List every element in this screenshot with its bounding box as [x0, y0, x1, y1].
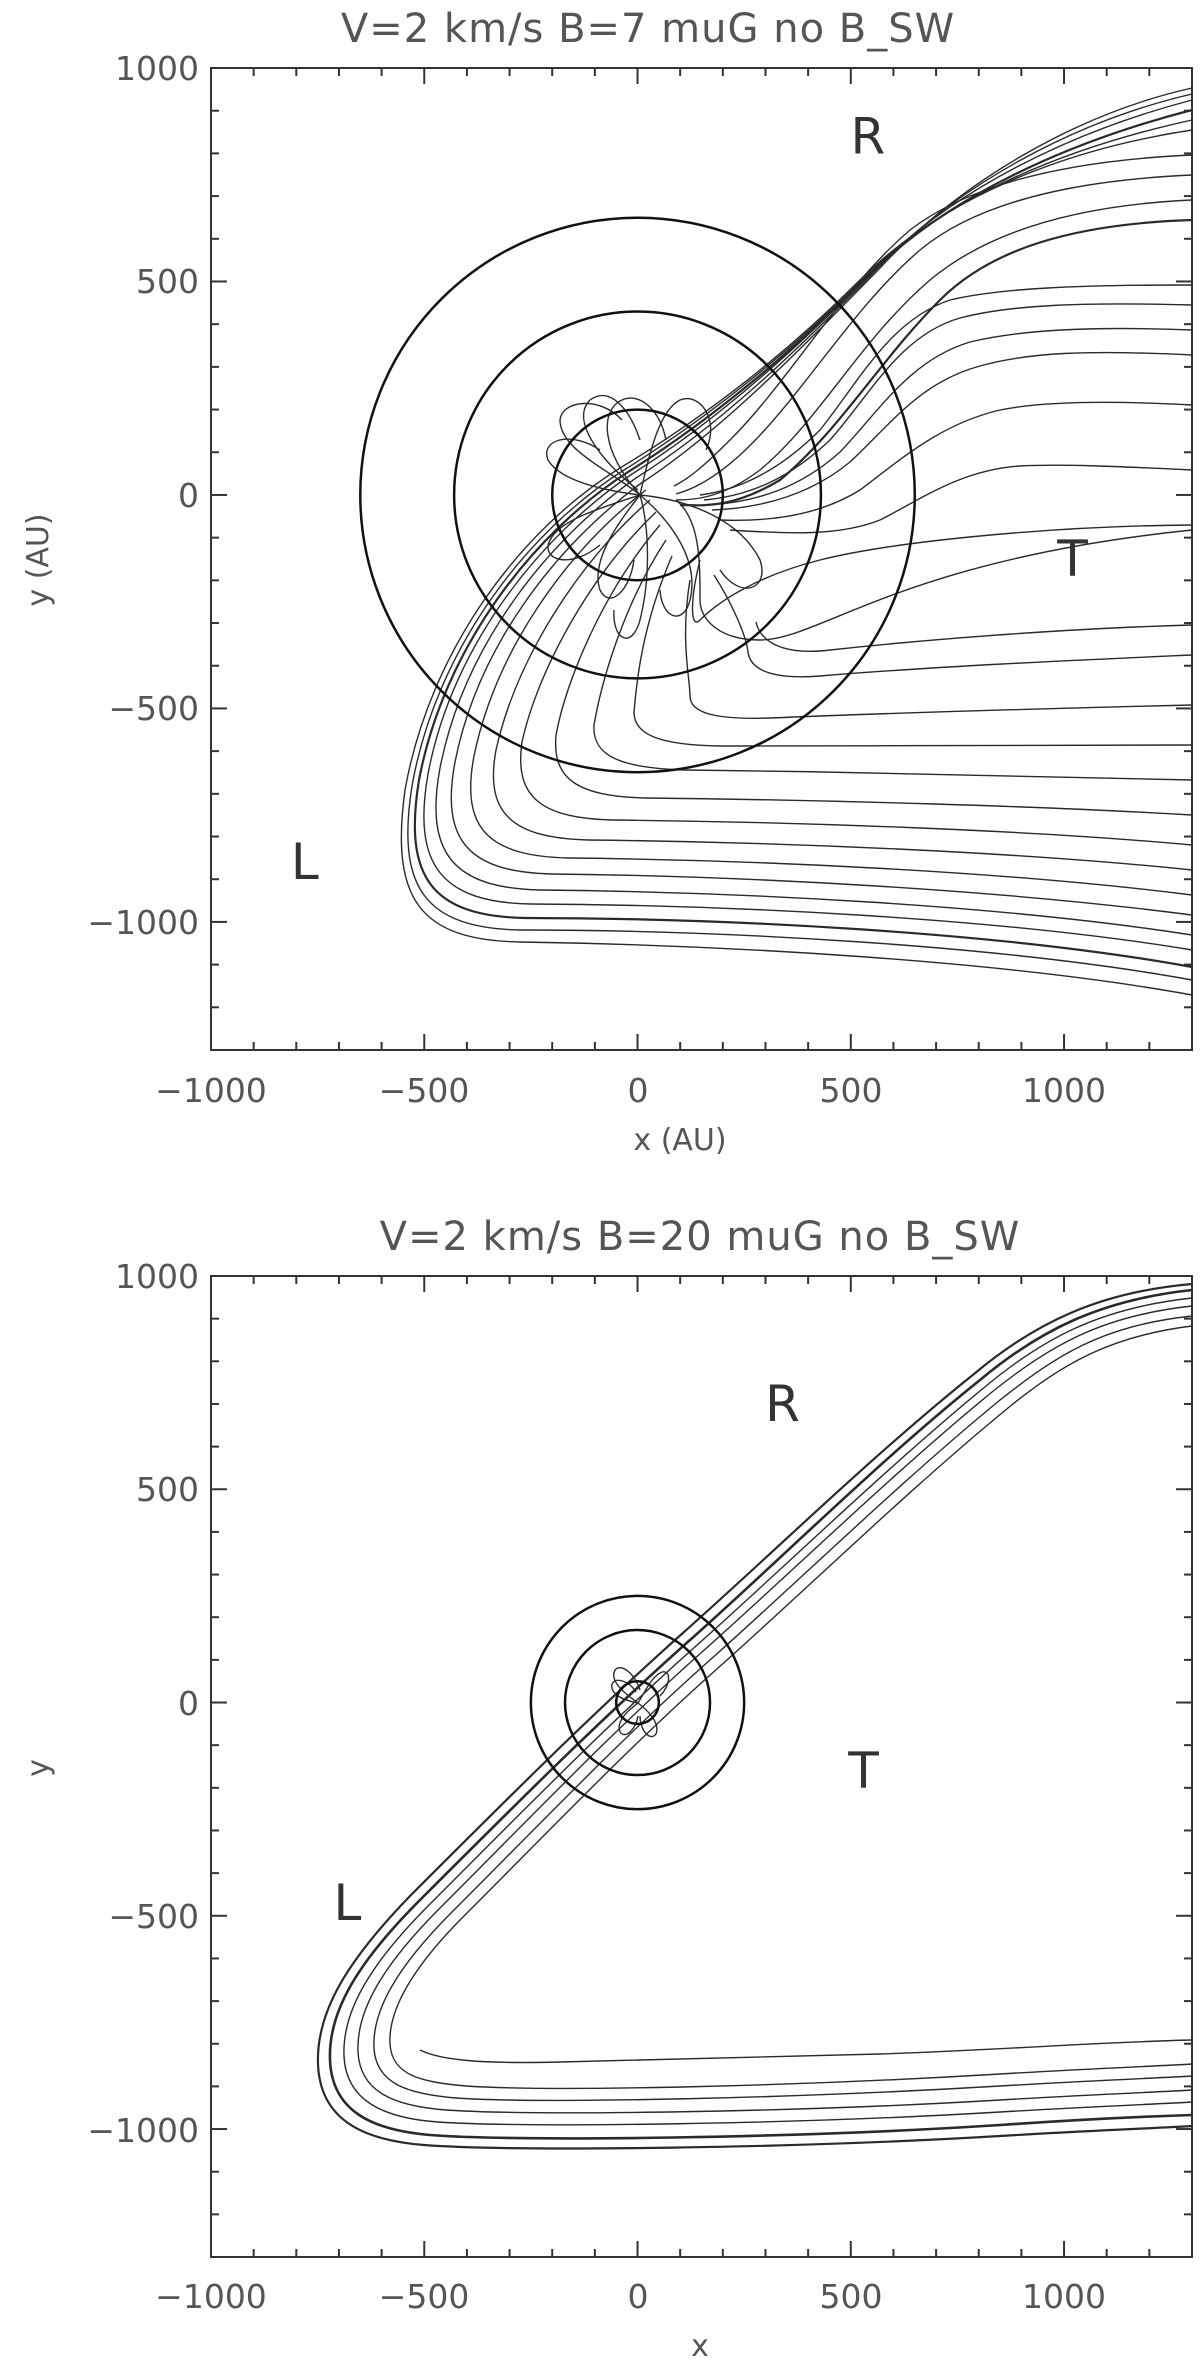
field-line: [593, 539, 1193, 781]
field-line: [755, 621, 1193, 652]
field-line: [373, 1315, 1193, 2102]
field-line: [633, 555, 1193, 747]
y-tick-label: 500: [136, 262, 199, 301]
x-tick-label: −500: [379, 1071, 470, 1110]
field-line: [400, 129, 1193, 996]
plot-frame: [210, 67, 1193, 1051]
circle-outer: [529, 1594, 746, 1811]
x-tick-label: 500: [820, 1071, 883, 1110]
field-line: [637, 1702, 658, 1738]
reference-circles: [359, 216, 917, 774]
field-line: [316, 1282, 1193, 2150]
field-line: [611, 1679, 639, 1704]
field-line: [328, 1288, 1193, 2140]
annotation-T: T: [1056, 530, 1088, 588]
field-line: [719, 401, 1193, 521]
circle-inner: [614, 1679, 661, 1726]
circle-middle: [563, 1628, 712, 1777]
field-line: [470, 489, 1193, 896]
x-tick-label: 500: [820, 2277, 883, 2316]
chart-panel-bottom: V=2 km/s B=20 muG no B_SW −1000 −500 0 5…: [21, 1214, 1193, 2364]
field-line: [691, 524, 1193, 623]
field-line: [639, 397, 712, 496]
field-line: [613, 1667, 641, 1704]
field-line: [389, 1325, 1193, 2090]
field-line: [450, 87, 1193, 916]
field-line: [684, 579, 1193, 720]
field-line: [639, 494, 693, 617]
chart-title: V=2 km/s B=20 muG no B_SW: [380, 1214, 1021, 1260]
plot-frame: [210, 1275, 1193, 2258]
field-line: [520, 511, 1193, 846]
annotation-R: R: [765, 1375, 800, 1433]
field-lines: [400, 87, 1193, 996]
field-line: [559, 402, 641, 496]
y-axis-label: y (AU): [21, 513, 56, 606]
x-tick-label: −1000: [155, 2277, 267, 2316]
reference-circles: [529, 1594, 746, 1811]
field-line: [713, 574, 1193, 678]
x-tick-labels: −1000 −500 0 500 1000: [155, 2277, 1106, 2316]
field-line: [729, 464, 1193, 534]
field-line: [699, 284, 1193, 496]
circle-outer: [359, 216, 917, 774]
field-line: [637, 1671, 670, 1704]
x-tick-label: 0: [628, 2277, 649, 2316]
field-line: [613, 494, 649, 639]
field-line: [547, 494, 641, 561]
y-tick-label: 0: [178, 1684, 199, 1723]
annotation-L: L: [291, 833, 319, 891]
y-tick-label: −1000: [87, 903, 199, 942]
y-tick-labels: 1000 500 0 −500 −1000: [87, 1257, 199, 2150]
field-line: [711, 351, 1193, 511]
x-tick-label: 1000: [1022, 2277, 1106, 2316]
y-tick-label: 0: [178, 476, 199, 515]
y-tick-label: 1000: [115, 1257, 199, 1296]
y-tick-label: −1000: [87, 2111, 199, 2150]
circle-inner: [550, 408, 725, 582]
field-line: [583, 394, 641, 491]
y-tick-labels: 1000 500 0 −500 −1000: [87, 49, 199, 942]
field-line: [423, 99, 1193, 951]
field-line: [673, 154, 1193, 487]
x-tick-labels: −1000 −500 0 500 1000: [155, 1071, 1106, 1110]
field-line: [554, 524, 1193, 816]
field-lines: [316, 1282, 1193, 2150]
field-line: [618, 1702, 639, 1736]
annotation-L: L: [334, 1874, 362, 1932]
field-line: [357, 1305, 1193, 2114]
axis-ticks: [210, 1275, 1193, 2258]
y-tick-label: −500: [108, 1897, 199, 1936]
field-line: [679, 218, 1193, 507]
field-line: [419, 2039, 1193, 2064]
y-tick-label: 500: [136, 1470, 199, 1509]
field-line: [639, 494, 763, 589]
x-tick-label: 0: [628, 1071, 649, 1110]
chart-title: V=2 km/s B=7 muG no B_SW: [341, 6, 955, 52]
field-line: [675, 174, 1193, 495]
field-line: [703, 303, 1193, 501]
field-line: [606, 397, 667, 496]
x-axis-label: x: [691, 2329, 709, 2364]
circle-middle: [452, 310, 823, 680]
annotation-R: R: [850, 107, 885, 165]
x-tick-label: −1000: [155, 1071, 267, 1110]
annotation-T: T: [847, 1742, 879, 1800]
chart-panel-top: V=2 km/s B=7 muG no B_SW −1000 −500 0 50…: [21, 6, 1193, 1158]
y-axis-label: y: [21, 1759, 56, 1777]
field-line: [597, 494, 641, 599]
field-line: [492, 499, 1193, 871]
field-line: [343, 1297, 1193, 2126]
x-tick-label: 1000: [1022, 1071, 1106, 1110]
y-tick-label: −500: [108, 689, 199, 728]
axis-ticks: [210, 67, 1193, 1051]
field-line: [675, 499, 1193, 641]
field-line: [546, 438, 641, 496]
x-tick-label: −500: [379, 2277, 470, 2316]
y-tick-label: 1000: [115, 49, 199, 88]
x-axis-label: x (AU): [633, 1123, 726, 1158]
field-line: [707, 327, 1193, 506]
field-line: [675, 199, 1193, 501]
